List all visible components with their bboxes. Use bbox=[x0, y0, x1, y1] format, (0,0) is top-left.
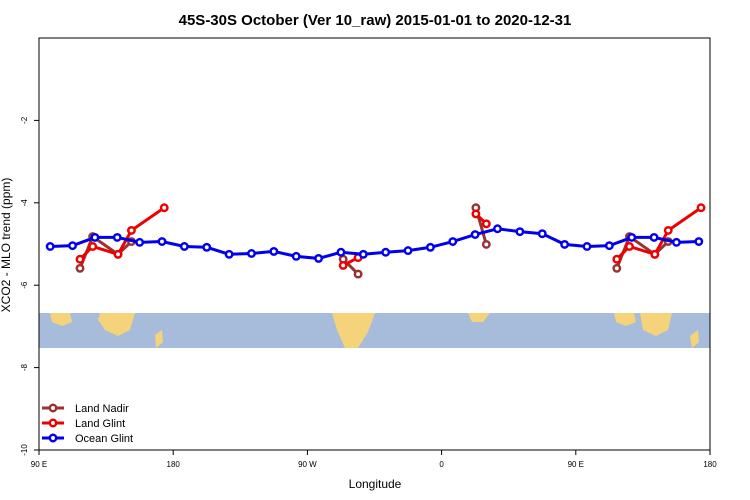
land bbox=[155, 330, 163, 348]
point bbox=[425, 242, 435, 252]
y-tick-label: -8 bbox=[20, 363, 29, 371]
point bbox=[481, 239, 491, 249]
land bbox=[614, 313, 636, 326]
point bbox=[650, 249, 660, 259]
land bbox=[50, 313, 72, 326]
x-axis-label: Longitude bbox=[349, 477, 402, 491]
x-tick-label: 90 E bbox=[568, 460, 584, 469]
point bbox=[649, 232, 659, 242]
point bbox=[157, 237, 167, 246]
point bbox=[537, 229, 547, 239]
point bbox=[112, 232, 122, 242]
point bbox=[45, 242, 55, 251]
series-line bbox=[50, 227, 699, 260]
legend-label: Land Glint bbox=[75, 418, 125, 430]
legend-label: Land Nadir bbox=[75, 403, 129, 415]
point bbox=[224, 249, 234, 259]
point bbox=[560, 239, 570, 249]
y-tick-label: -6 bbox=[20, 281, 29, 289]
land bbox=[332, 313, 375, 348]
point bbox=[135, 237, 145, 247]
legend-marker bbox=[48, 403, 58, 413]
x-tick-label: 90 E bbox=[31, 460, 47, 469]
point bbox=[126, 225, 136, 235]
x-tick-label: 180 bbox=[703, 460, 717, 469]
chart-title: 45S-30S October (Ver 10_raw) 2015-01-01 … bbox=[179, 12, 572, 29]
point bbox=[582, 242, 592, 251]
point bbox=[663, 225, 673, 235]
point bbox=[247, 249, 256, 258]
point bbox=[481, 219, 491, 229]
point bbox=[672, 237, 681, 247]
point bbox=[336, 247, 346, 257]
point bbox=[113, 249, 123, 259]
map-strip bbox=[39, 313, 710, 348]
point bbox=[694, 237, 704, 246]
point bbox=[625, 242, 634, 251]
series-line bbox=[78, 206, 702, 267]
point bbox=[612, 254, 622, 264]
point bbox=[88, 242, 98, 251]
point bbox=[515, 227, 525, 237]
legend-label: Ocean Glint bbox=[75, 433, 133, 445]
point bbox=[202, 242, 212, 252]
point bbox=[471, 209, 481, 219]
legend-marker bbox=[48, 433, 58, 443]
y-axis-label: XCO2 - MLO trend (ppm) bbox=[0, 178, 13, 313]
series-line bbox=[78, 207, 670, 276]
point bbox=[627, 232, 637, 242]
point bbox=[68, 241, 78, 251]
land bbox=[98, 313, 135, 336]
point bbox=[314, 253, 324, 263]
point bbox=[448, 237, 458, 246]
point bbox=[269, 246, 279, 256]
legend-marker bbox=[48, 418, 58, 428]
x-tick-label: 180 bbox=[167, 460, 181, 469]
point bbox=[75, 263, 85, 273]
land bbox=[640, 313, 672, 336]
point bbox=[470, 230, 480, 239]
y-tick-label: -4 bbox=[20, 199, 29, 207]
plot-frame bbox=[38, 37, 711, 451]
point bbox=[696, 203, 706, 213]
point bbox=[381, 247, 391, 257]
x-tick-label: 90 W bbox=[298, 460, 317, 469]
point bbox=[179, 242, 189, 251]
ocean bbox=[39, 313, 710, 348]
point bbox=[291, 251, 301, 261]
point bbox=[604, 241, 614, 251]
y-tick-label: -10 bbox=[20, 444, 29, 456]
point bbox=[493, 224, 502, 234]
point bbox=[159, 203, 169, 213]
point bbox=[358, 249, 368, 259]
x-tick-label: 0 bbox=[439, 460, 444, 469]
y-tick-label: -2 bbox=[20, 116, 29, 124]
point bbox=[353, 269, 363, 279]
land bbox=[690, 330, 699, 348]
point bbox=[403, 246, 413, 256]
point bbox=[90, 232, 100, 242]
point bbox=[338, 260, 348, 270]
point bbox=[75, 254, 85, 264]
land bbox=[468, 313, 490, 322]
point bbox=[612, 263, 622, 273]
